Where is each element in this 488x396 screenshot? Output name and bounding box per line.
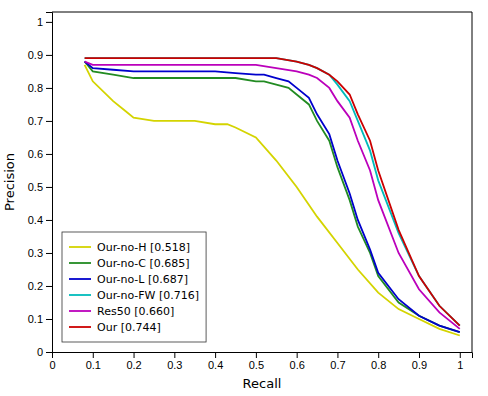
y-axis-title: Precision (2, 153, 17, 211)
tick-label: 0.9 (28, 49, 43, 61)
tick: 0 (49, 352, 55, 371)
tick-label: 0.1 (28, 313, 43, 325)
tick-label: 0.7 (330, 359, 345, 371)
tick-mark (46, 154, 52, 155)
tick-mark (256, 352, 257, 358)
tick-label: 0.6 (290, 359, 305, 371)
series-line (85, 62, 460, 333)
series-line (85, 62, 460, 333)
tick-mark (46, 55, 52, 56)
series-line (85, 58, 460, 325)
legend-swatch (69, 326, 91, 328)
tick: 0.9 (28, 49, 52, 61)
tick-label: 0.4 (28, 214, 43, 226)
tick-mark (46, 286, 52, 287)
tick-mark (297, 352, 298, 358)
legend-swatch (69, 310, 91, 312)
tick-mark (46, 22, 52, 23)
tick: 0.2 (28, 280, 52, 292)
tick-mark (46, 220, 52, 221)
legend-entry: Our-no-L [0.687] (97, 273, 188, 286)
tick-label: 1 (37, 16, 43, 28)
tick-mark (93, 352, 94, 358)
tick-mark (46, 187, 52, 188)
legend-swatch (69, 246, 91, 248)
tick: 0.3 (28, 247, 52, 259)
tick-mark (174, 352, 175, 358)
series-line (85, 62, 460, 329)
tick: 0.4 (208, 352, 223, 371)
tick-label: 0.5 (249, 359, 264, 371)
tick: 0.4 (28, 214, 52, 226)
tick: 0.2 (126, 352, 141, 371)
tick: 0.3 (167, 352, 182, 371)
plot: 00.10.20.30.40.50.60.70.80.9100.10.20.30… (28, 12, 473, 371)
tick-mark (460, 352, 461, 358)
chart: 00.10.20.30.40.50.60.70.80.9100.10.20.30… (0, 0, 488, 396)
tick: 0.1 (86, 352, 101, 371)
legend-entry: Our [0.744] (97, 321, 161, 334)
tick-label: 0 (49, 359, 55, 371)
x-axis-title: Recall (243, 376, 282, 391)
tick-mark (378, 352, 379, 358)
tick-label: 0.8 (28, 82, 43, 94)
x-axis: 0 0.1 0.2 0.3 0.4 0.5 0.6 0.7 0.8 0.9 1 (49, 352, 472, 371)
legend-swatch (69, 262, 91, 264)
frame-right (472, 12, 473, 352)
legend-entry: Res50 [0.660] (97, 305, 174, 318)
legend-swatch (69, 278, 91, 280)
tick: 0 (37, 346, 52, 358)
tick-mark (46, 253, 52, 254)
series-line (85, 58, 460, 325)
tick-label: 0.5 (28, 181, 43, 193)
tick-mark (419, 352, 420, 358)
series-line (85, 65, 460, 336)
tick-label: 0.3 (167, 359, 182, 371)
series-group (85, 58, 460, 335)
axis-line (46, 13, 53, 353)
legend: Our-no-H [0.518] Our-no-C [0.685] Our-no-L… (62, 232, 206, 342)
legend-entry: Our-no-C [0.685] (97, 257, 190, 270)
legend-entry: Our-no-H [0.518] (97, 241, 190, 254)
tick-label: 0.6 (28, 148, 43, 160)
legend-entry: Our-no-FW [0.716] (97, 289, 199, 302)
tick-mark (46, 319, 52, 320)
axis-line (53, 353, 473, 359)
tick-mark (46, 88, 52, 89)
tick-label: 0 (37, 346, 43, 358)
tick: 1 (37, 16, 52, 28)
tick-label: 0.9 (412, 359, 427, 371)
tick-label: 0.1 (86, 359, 101, 371)
tick: 0.5 (249, 352, 264, 371)
tick-label: 0.7 (28, 115, 43, 127)
tick-mark (215, 352, 216, 358)
tick-label: 0.8 (371, 359, 386, 371)
tick-mark (46, 121, 52, 122)
tick: 1 (457, 352, 463, 371)
tick-mark (337, 352, 338, 358)
tick: 0.6 (28, 148, 52, 160)
tick-mark (46, 352, 52, 353)
tick-label: 0.4 (208, 359, 223, 371)
legend-swatch (69, 294, 91, 296)
tick: 0.7 (28, 115, 52, 127)
tick-label: 0.3 (28, 247, 43, 259)
tick: 0.6 (290, 352, 305, 371)
tick-label: 0.2 (126, 359, 141, 371)
frame-top (52, 12, 472, 13)
tick-label: 1 (457, 359, 463, 371)
tick: 0.9 (412, 352, 427, 371)
tick: 0.8 (371, 352, 386, 371)
tick: 0.5 (28, 181, 52, 193)
tick: 0.7 (330, 352, 345, 371)
tick: 0.1 (28, 313, 52, 325)
legend-box (62, 232, 206, 342)
tick: 0.8 (28, 82, 52, 94)
y-axis: 0 0.1 0.2 0.3 0.4 0.5 0.6 0.7 0.8 0.9 1 (28, 13, 53, 359)
tick-mark (134, 352, 135, 358)
tick-label: 0.2 (28, 280, 43, 292)
